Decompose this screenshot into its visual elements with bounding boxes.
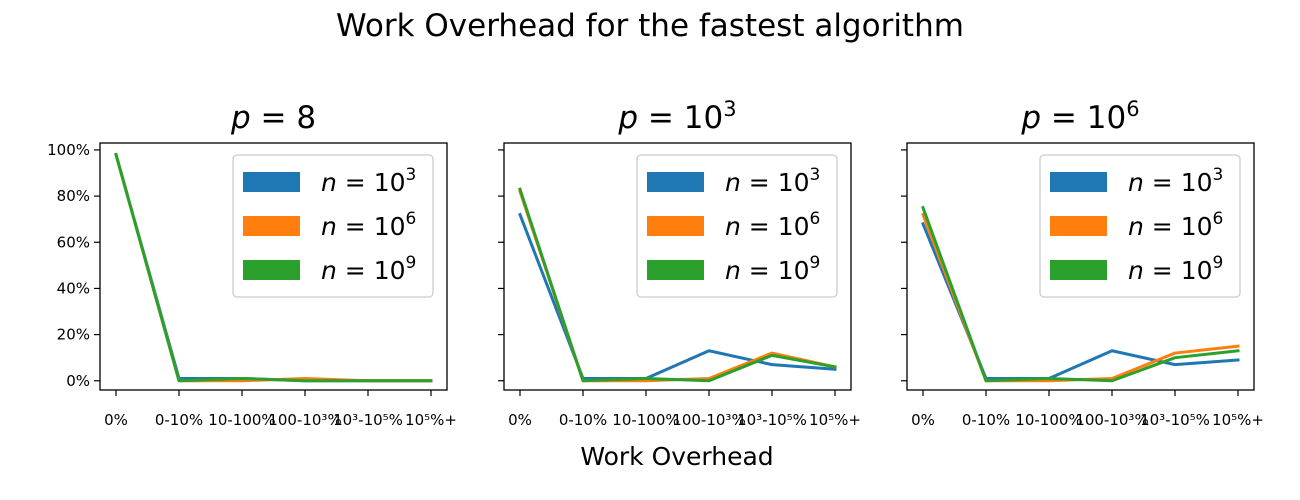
figure-xlabel: Work Overhead bbox=[580, 442, 773, 471]
x-tick-label: 100-10³% bbox=[672, 411, 745, 429]
legend-swatch bbox=[647, 260, 704, 280]
legend-label: n = 103 bbox=[321, 165, 416, 197]
x-tick-label: 0% bbox=[508, 411, 532, 429]
legend-label: n = 103 bbox=[1128, 165, 1223, 197]
legend-swatch bbox=[243, 216, 300, 236]
legend-label: n = 106 bbox=[321, 209, 416, 241]
series-line-3 bbox=[114, 152, 433, 383]
x-tick-label: 0-10% bbox=[559, 411, 607, 429]
legend-label: n = 109 bbox=[321, 253, 416, 285]
y-tick-label: 60% bbox=[57, 233, 90, 251]
x-tick-label: 10-100% bbox=[208, 411, 275, 429]
legend-label: n = 103 bbox=[725, 165, 820, 197]
axes-frame bbox=[906, 142, 1255, 391]
figure-suptitle: Work Overhead for the fastest algorithm bbox=[336, 8, 964, 44]
y-tick-label: 20% bbox=[57, 326, 90, 344]
series-line-3 bbox=[518, 187, 837, 383]
y-tick-label: 100% bbox=[47, 141, 90, 159]
panel-title: p = 106 bbox=[1020, 97, 1139, 136]
legend-label: n = 109 bbox=[1128, 253, 1223, 285]
legend-swatch bbox=[1050, 216, 1107, 236]
axes-frame bbox=[503, 142, 852, 391]
x-tick-label: 10³-10⁵% bbox=[1140, 411, 1210, 429]
x-tick-label: 0% bbox=[104, 411, 128, 429]
chart-panel-3: p = 106 0% 0-10% 10-100%100-10³%10³-10⁵% 10⁵… bbox=[901, 97, 1264, 429]
x-tick-label: 10³-10⁵% bbox=[737, 411, 807, 429]
series-line-3 bbox=[921, 205, 1240, 383]
legend: n = 103 n = 106 n = 109 bbox=[232, 154, 434, 298]
y-tick-label: 40% bbox=[57, 279, 90, 297]
legend-swatch bbox=[647, 172, 704, 192]
y-tick-label: 80% bbox=[57, 187, 90, 205]
y-tick-label: 0% bbox=[66, 372, 90, 390]
x-tick-label: 0-10% bbox=[155, 411, 203, 429]
x-tick-label: 0-10% bbox=[962, 411, 1010, 429]
legend-swatch bbox=[243, 172, 300, 192]
legend: n = 103 n = 106 n = 109 bbox=[1039, 154, 1241, 298]
legend-label: n = 106 bbox=[725, 209, 820, 241]
legend-swatch bbox=[243, 260, 300, 280]
panel-title: p = 103 bbox=[617, 97, 736, 136]
x-tick-label: 10³-10⁵% bbox=[333, 411, 403, 429]
x-tick-label: 10⁵%+ bbox=[1212, 411, 1264, 429]
chart-panel-2: p = 103 0% 0-10% 10-100%100-10³%10³-10⁵% 10⁵… bbox=[498, 97, 861, 429]
legend: n = 103 n = 106 n = 109 bbox=[636, 154, 838, 298]
legend-swatch bbox=[1050, 260, 1107, 280]
x-tick-label: 10-100% bbox=[1015, 411, 1082, 429]
legend-swatch bbox=[647, 216, 704, 236]
panel-title: p = 8 bbox=[230, 100, 316, 136]
axes-frame bbox=[99, 142, 448, 391]
legend-label: n = 109 bbox=[725, 253, 820, 285]
legend-label: n = 106 bbox=[1128, 209, 1223, 241]
x-tick-label: 100-10³% bbox=[268, 411, 341, 429]
x-tick-label: 0% bbox=[911, 411, 935, 429]
legend-swatch bbox=[1050, 172, 1107, 192]
x-tick-label: 100-10³% bbox=[1075, 411, 1148, 429]
x-tick-label: 10⁵%+ bbox=[809, 411, 861, 429]
x-tick-label: 10-100% bbox=[612, 411, 679, 429]
x-tick-label: 10⁵%+ bbox=[405, 411, 457, 429]
chart-panel-1: p = 8 0% 20% 40% 60% 80% 100% 0% 0-10% 10-100%100… bbox=[47, 100, 457, 429]
